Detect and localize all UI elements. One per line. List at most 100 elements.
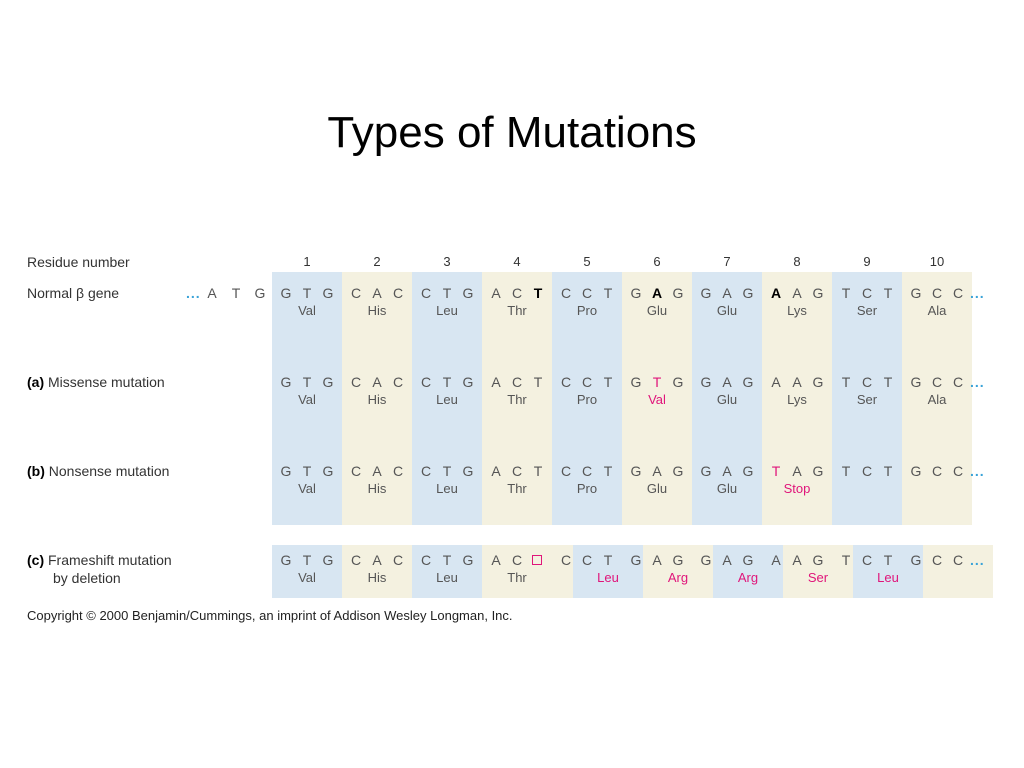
row-label-text: Missense mutation <box>48 374 165 390</box>
base-missense: C <box>511 374 523 390</box>
base-normal: G <box>742 285 754 301</box>
base-missense: G <box>812 374 824 390</box>
amino-acid-normal: Pro <box>576 303 598 318</box>
amino-acid-nonsense: Glu <box>646 481 668 496</box>
suffix-continuation-dots: ... <box>970 285 985 301</box>
base-normal: T <box>302 285 312 301</box>
base-missense: A <box>792 374 802 390</box>
base-frameshift: G <box>672 552 684 568</box>
base-missense: A <box>491 374 501 390</box>
base-normal: T <box>533 285 543 301</box>
amino-acid-missense: Lys <box>787 392 807 407</box>
base-normal: C <box>392 285 404 301</box>
frameshift-column-bg-3 <box>412 545 482 598</box>
base-nonsense: G <box>812 463 824 479</box>
base-normal: G <box>812 285 824 301</box>
row-label-normal: Normal β gene <box>27 285 119 301</box>
amino-acid-normal: Glu <box>646 303 668 318</box>
base-nonsense: C <box>350 463 362 479</box>
row-label-text: Normal β gene <box>27 285 120 301</box>
frameshift-column-bg-2 <box>342 545 412 598</box>
base-missense: T <box>883 374 893 390</box>
codon-column-bg-9 <box>832 272 902 525</box>
base-missense: G <box>630 374 642 390</box>
base-missense: G <box>462 374 474 390</box>
base-frameshift: C <box>511 552 523 568</box>
amino-acid-nonsense: Leu <box>436 481 458 496</box>
base-frameshift: T <box>603 552 613 568</box>
amino-acid-frameshift: Thr <box>507 570 527 585</box>
base-missense: G <box>280 374 292 390</box>
base-nonsense: A <box>491 463 501 479</box>
row-label-missense: (a) Missense mutation <box>27 374 165 390</box>
base-normal: A <box>770 285 782 301</box>
amino-acid-frameshift: Arg <box>667 570 689 585</box>
base-nonsense: T <box>442 463 452 479</box>
base-missense: G <box>672 374 684 390</box>
base-frameshift: G <box>742 552 754 568</box>
amino-acid-missense: His <box>367 392 387 407</box>
base-missense: G <box>742 374 754 390</box>
base-normal: C <box>560 285 572 301</box>
residue-number-10: 10 <box>929 254 945 269</box>
base-normal: G <box>672 285 684 301</box>
base-frameshift: C <box>350 552 362 568</box>
base-missense: A <box>372 374 382 390</box>
base-frameshift: G <box>280 552 292 568</box>
base-frameshift: G <box>322 552 334 568</box>
base-nonsense: G <box>280 463 292 479</box>
codon-column-bg-5 <box>552 272 622 525</box>
base-normal: G <box>462 285 474 301</box>
base-nonsense: T <box>533 463 543 479</box>
prefix-continuation-dots: ... <box>186 285 201 301</box>
base-missense: A <box>722 374 732 390</box>
base-nonsense: A <box>652 463 662 479</box>
base-missense: T <box>442 374 452 390</box>
amino-acid-missense: Ala <box>927 392 947 407</box>
base-frameshift: T <box>883 552 893 568</box>
base-nonsense: C <box>420 463 432 479</box>
base-frameshift: C <box>420 552 432 568</box>
row-label-prefix: (c) <box>27 552 48 568</box>
base-missense: T <box>302 374 312 390</box>
base-normal: T <box>841 285 851 301</box>
base-normal: C <box>511 285 523 301</box>
base-nonsense: G <box>322 463 334 479</box>
amino-acid-normal: Ser <box>856 303 878 318</box>
base-normal: G <box>910 285 922 301</box>
base-normal: C <box>861 285 873 301</box>
row-label-line2-frameshift: by deletion <box>53 570 121 586</box>
base-normal: A <box>722 285 732 301</box>
row-label-text: Frameshift mutation <box>48 552 172 568</box>
base-frameshift: A <box>372 552 382 568</box>
amino-acid-missense: Thr <box>507 392 527 407</box>
amino-acid-normal: Glu <box>716 303 738 318</box>
base-frameshift: T <box>442 552 452 568</box>
base-frameshift: G <box>812 552 824 568</box>
base-normal: T <box>603 285 613 301</box>
base-normal: C <box>581 285 593 301</box>
amino-acid-frameshift: Leu <box>436 570 458 585</box>
amino-acid-frameshift: Arg <box>737 570 759 585</box>
base-missense: C <box>931 374 943 390</box>
base-missense: G <box>700 374 712 390</box>
codon-column-bg-1 <box>272 272 342 525</box>
residue-number-label: Residue number <box>27 254 130 270</box>
amino-acid-nonsense: Thr <box>507 481 527 496</box>
base-nonsense: G <box>910 463 922 479</box>
codon-column-bg-10 <box>902 272 972 525</box>
base-nonsense: G <box>700 463 712 479</box>
copyright-notice: Copyright © 2000 Benjamin/Cummings, an i… <box>27 608 513 623</box>
base-frameshift: G <box>630 552 642 568</box>
base-missense: C <box>392 374 404 390</box>
base-missense: T <box>533 374 543 390</box>
row-label-nonsense: (b) Nonsense mutation <box>27 463 169 479</box>
amino-acid-missense: Val <box>298 392 316 407</box>
amino-acid-missense: Pro <box>576 392 598 407</box>
base-nonsense: G <box>672 463 684 479</box>
base-nonsense: C <box>560 463 572 479</box>
base-missense: C <box>420 374 432 390</box>
amino-acid-normal: Thr <box>507 303 527 318</box>
base-normal: C <box>952 285 964 301</box>
row-label-prefix: (b) <box>27 463 49 479</box>
